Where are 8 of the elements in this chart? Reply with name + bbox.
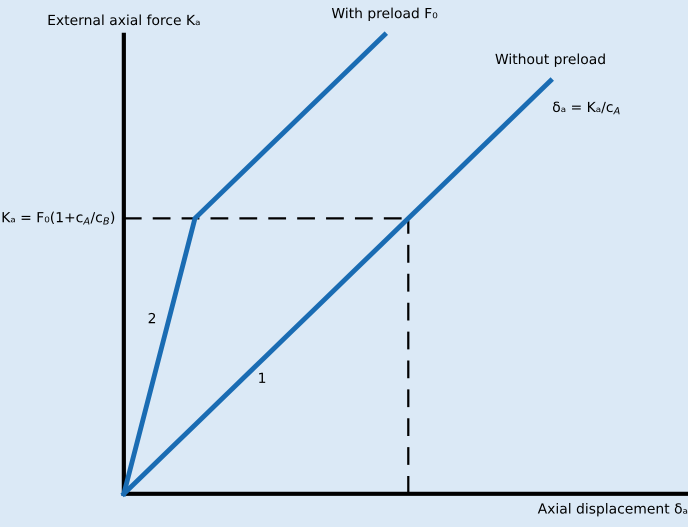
series-label: With preload F₀ (332, 8, 438, 22)
annotation: δₐ = Kₐ/c$_{A}$ (552, 102, 620, 114)
x-axis-title: Axial displacement δₐ (538, 502, 688, 516)
annotation: 2 (148, 312, 156, 324)
ref-line-label: Kₐ = F₀(1+c$_{A}$/c$_{B}$) (2, 212, 114, 224)
series-label: Without preload (495, 53, 605, 67)
y-axis-title: External axial force Kₐ (48, 14, 200, 26)
annotation: 1 (259, 372, 266, 383)
